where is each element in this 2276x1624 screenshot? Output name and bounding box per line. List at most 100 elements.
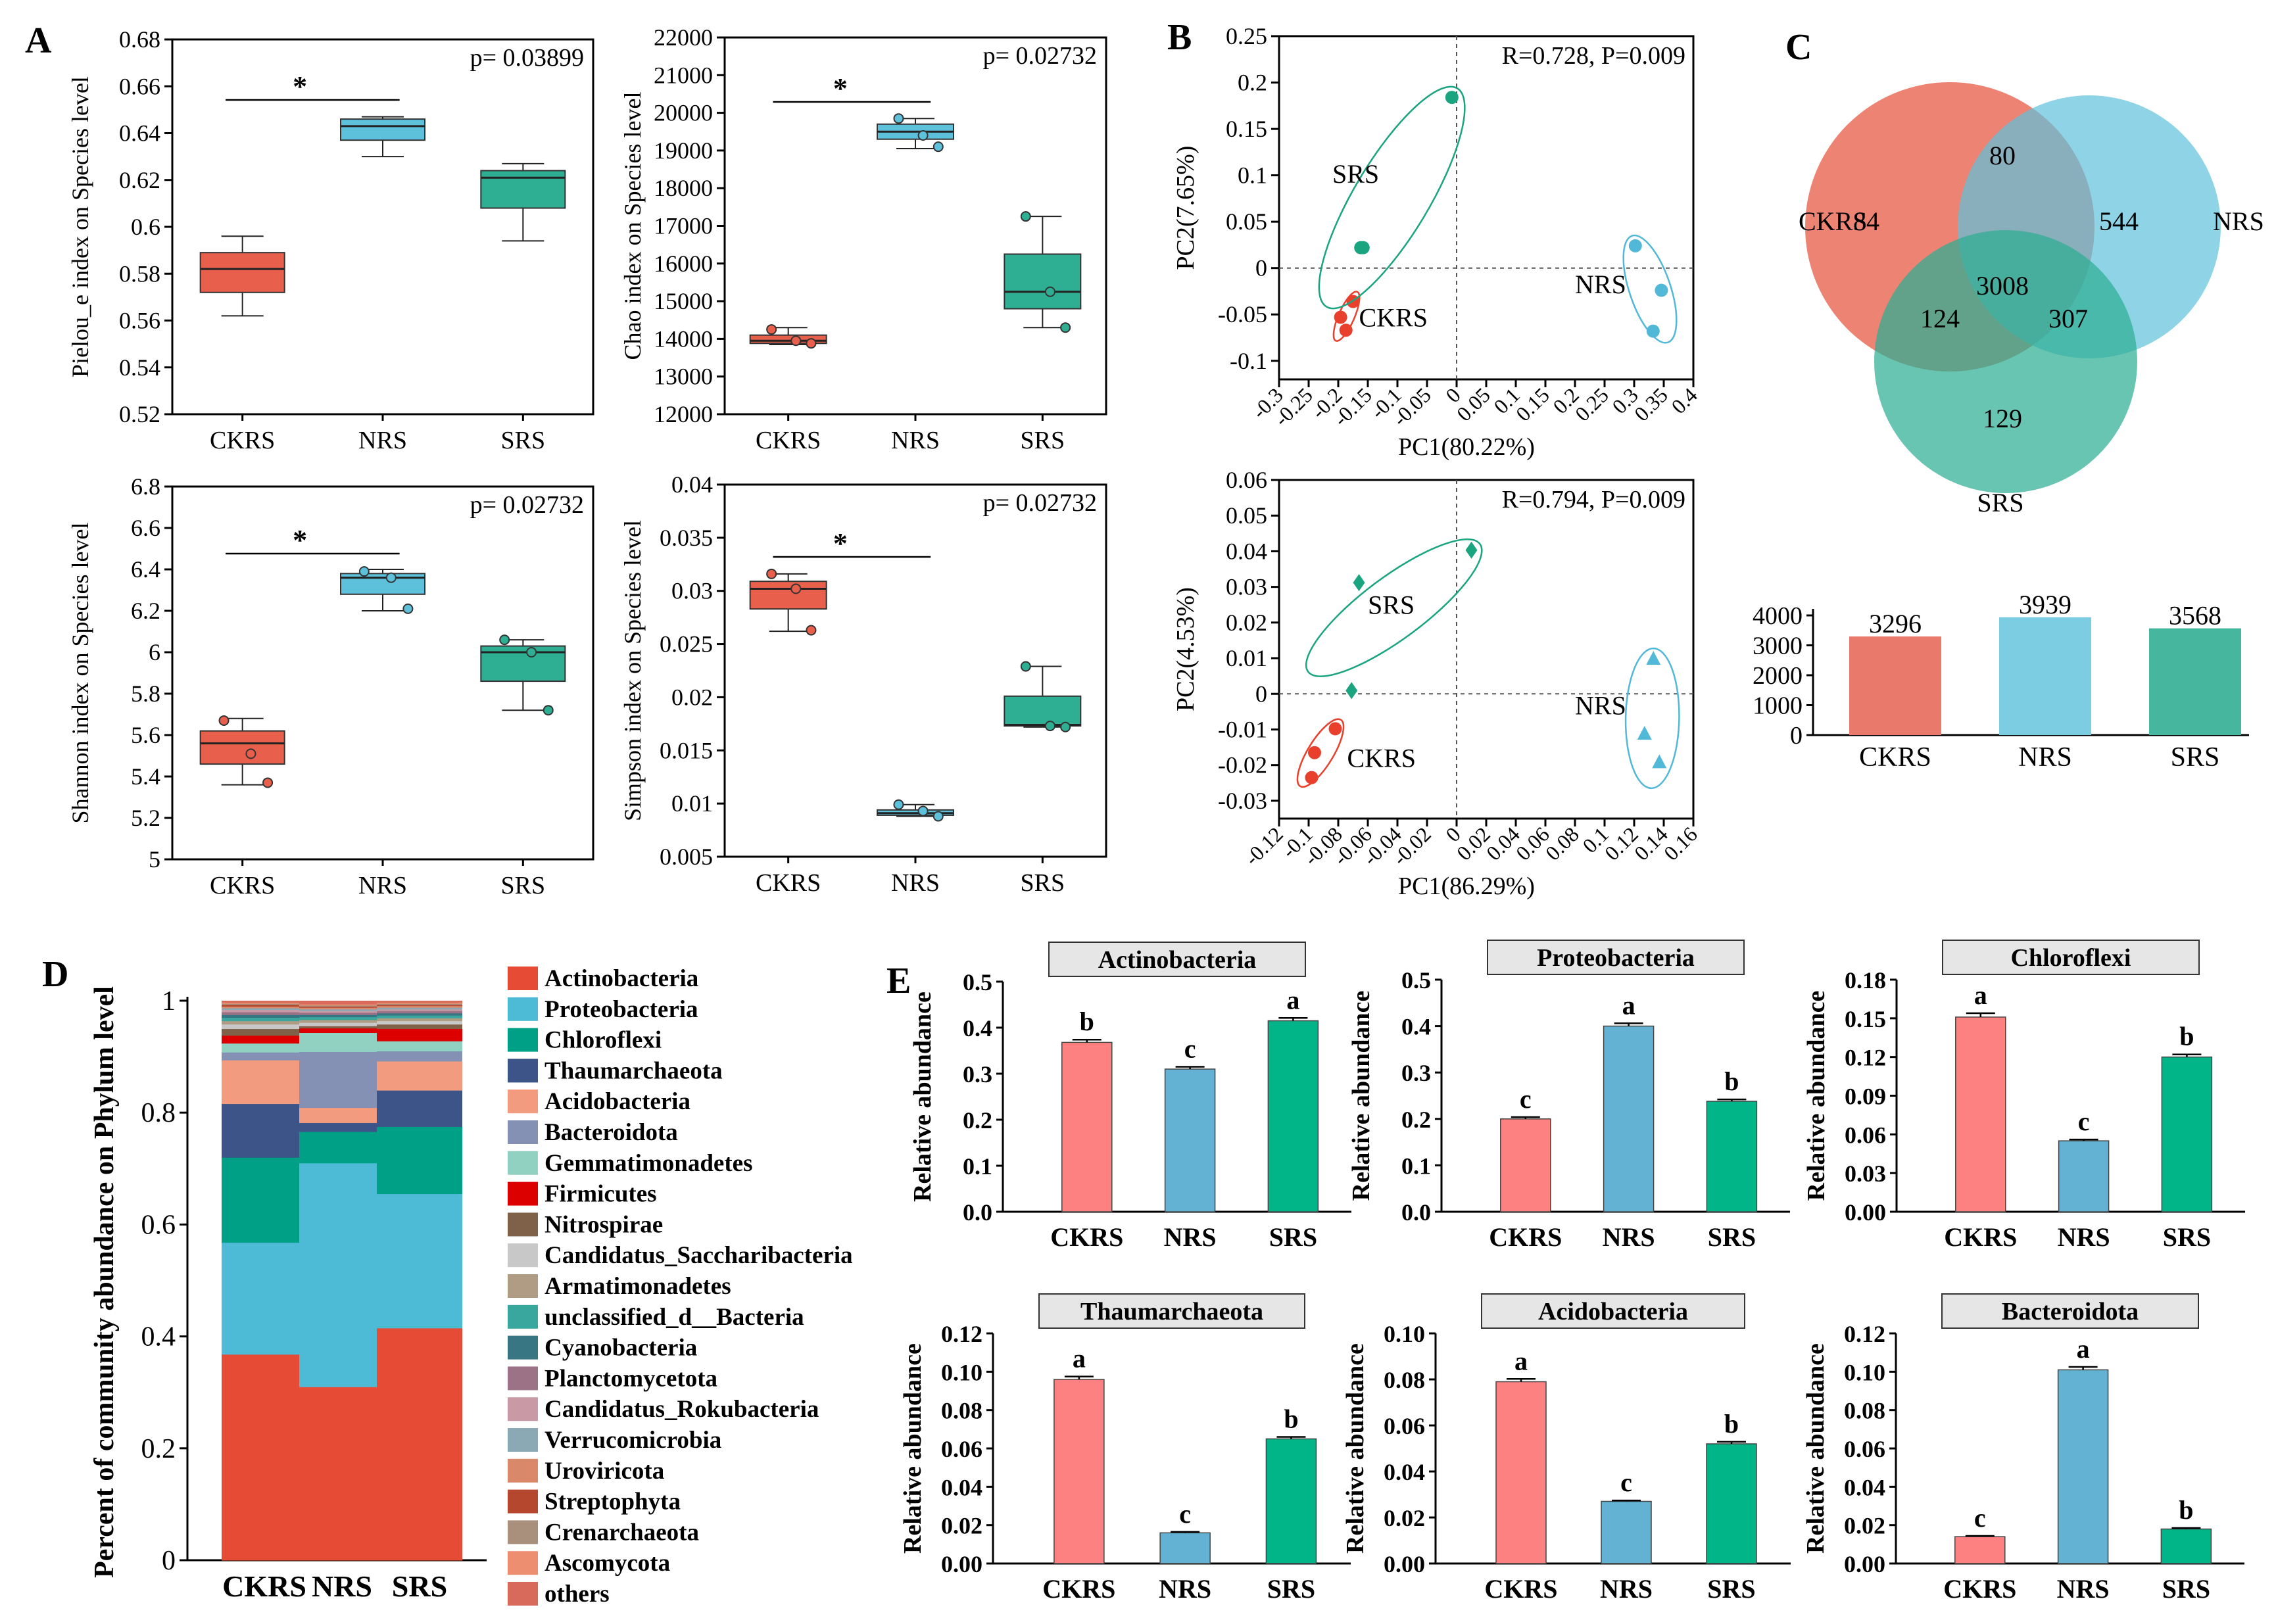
- stacked-segment: [299, 1009, 385, 1011]
- x-tick-label: NRS: [2057, 1574, 2110, 1604]
- data-point: [1353, 574, 1365, 592]
- venn-label-srs: SRS: [1977, 488, 2023, 517]
- data-point: [1044, 721, 1055, 732]
- legend-label: Gemmatimonadetes: [545, 1150, 753, 1177]
- significance-letter: b: [2179, 1495, 2193, 1525]
- group-label: CKRS: [1359, 303, 1428, 333]
- x-tick-label: 0.15: [1511, 383, 1554, 425]
- x-axis-label: PC1(80.22%): [1398, 433, 1535, 461]
- box: [1004, 695, 1082, 727]
- stacked-segment: [377, 1018, 462, 1022]
- y-tick-label: 0.00: [941, 1551, 982, 1577]
- y-tick-label: 17000: [654, 213, 713, 239]
- legend-swatch: [508, 1028, 538, 1052]
- bar: [1706, 1101, 1758, 1212]
- bar: [1500, 1118, 1551, 1212]
- x-tick-label: NRS: [891, 427, 940, 454]
- y-tick-label: 0.02: [1844, 1513, 1885, 1539]
- legend-swatch: [508, 1551, 538, 1575]
- y-tick-label: 18000: [654, 175, 713, 201]
- data-point: [1334, 310, 1347, 324]
- stacked-segment: [377, 1193, 462, 1329]
- stacked-segment: [377, 1013, 462, 1016]
- data-point: [1020, 211, 1031, 222]
- bar-value-label: 3296: [1869, 609, 1922, 638]
- y-tick-label: 1: [162, 986, 176, 1016]
- stacked-segment: [299, 1015, 385, 1018]
- y-tick-label: 0.5: [1401, 967, 1431, 993]
- y-tick-label: 6.4: [131, 556, 160, 583]
- y-tick-label: 0.64: [119, 120, 160, 147]
- legend-swatch: [508, 1520, 538, 1544]
- group-label: NRS: [1575, 691, 1626, 721]
- y-tick-label: 0.00: [1845, 1199, 1886, 1226]
- p-value: p= 0.03899: [470, 44, 584, 72]
- x-tick-label: SRS: [1269, 1222, 1317, 1252]
- legend-swatch: [508, 1304, 538, 1329]
- significance-letter: b: [1724, 1409, 1739, 1439]
- venn-count-all: 3008: [1976, 271, 2029, 300]
- stacked-segment: [377, 1001, 462, 1003]
- significance-letter: c: [1179, 1499, 1191, 1529]
- y-tick-label: 0.12: [1844, 1321, 1885, 1347]
- significance-letter: c: [1620, 1468, 1632, 1497]
- y-tick-label: 0.06: [1845, 1122, 1886, 1148]
- stacked-segment: [377, 1003, 462, 1005]
- y-tick-label: 13000: [654, 364, 713, 390]
- y-tick-label: 0.2: [963, 1107, 992, 1134]
- venn-count-nrs-srs: 307: [2048, 304, 2088, 333]
- y-axis-label: Relative abundance: [909, 991, 936, 1202]
- y-tick-label: 0.005: [660, 844, 713, 870]
- y-tick-label: 0.52: [119, 401, 160, 427]
- legend-label: Crenarchaeota: [545, 1519, 699, 1546]
- y-tick-label: 0.18: [1845, 967, 1886, 993]
- data-point: [806, 338, 817, 349]
- y-tick-label: 5: [149, 846, 160, 872]
- abundance-bar-chart-5: Acidobacteria 0.00 0.02 0.04 0.06 0.08 0.10 a CK…: [1342, 1293, 1791, 1604]
- stacked-segment: [222, 1354, 307, 1561]
- stacked-segment: [222, 1024, 307, 1030]
- x-tick-label: NRS: [358, 427, 407, 454]
- data-point: [218, 715, 230, 726]
- y-tick-label: 0.00: [1384, 1551, 1425, 1577]
- y-tick-label: 0.08: [1844, 1398, 1885, 1424]
- y-tick-label: 0.04: [941, 1474, 982, 1500]
- y-tick-label: 0.08: [1384, 1367, 1425, 1393]
- group-label: SRS: [1368, 590, 1415, 619]
- stacked-segment: [222, 1006, 307, 1009]
- y-tick-label: 0.8: [141, 1098, 176, 1128]
- stacked-segment: [299, 1032, 385, 1052]
- y-tick-label: 0.09: [1845, 1084, 1886, 1110]
- data-point: [1646, 651, 1661, 665]
- abundance-bar-chart-3: Chloroflexi 0.00 0.03 0.06 0.09 0.12 0.15 0.18 a…: [1803, 940, 2245, 1252]
- title-strip: [1942, 940, 2200, 975]
- stacked-segment: [222, 1017, 307, 1022]
- bar: [1999, 617, 2091, 735]
- x-tick-label: NRS: [1603, 1222, 1655, 1252]
- legend-label: unclassified_d__Bacteria: [545, 1304, 804, 1331]
- bar: [1955, 1016, 2006, 1212]
- stacked-segment: [377, 1024, 462, 1030]
- y-axis-label: Relative abundance: [1342, 1343, 1369, 1554]
- x-tick-label: SRS: [1021, 869, 1065, 897]
- stacked-segment: [222, 1052, 307, 1061]
- stacked-segment: [377, 1090, 462, 1127]
- y-tick-label: 0.04: [671, 471, 713, 498]
- bar: [1601, 1500, 1652, 1564]
- x-tick-label: CKRS: [756, 869, 821, 897]
- legend-label: Cyanobacteria: [545, 1335, 697, 1362]
- y-tick-label: 0.4: [1401, 1014, 1431, 1040]
- legend-swatch: [508, 1089, 538, 1114]
- stacked-segment: [299, 1007, 385, 1010]
- venn-count-nrs-only: 544: [2099, 206, 2139, 236]
- box: [480, 170, 566, 209]
- y-tick-label: 0.1: [1238, 162, 1267, 189]
- y-tick-label: 5.6: [131, 722, 160, 748]
- group-label: CKRS: [1347, 743, 1416, 773]
- data-point: [1060, 721, 1071, 732]
- y-tick-label: 16000: [654, 251, 713, 277]
- group-ellipse: [1296, 718, 1345, 788]
- y-tick-label: 0: [1255, 255, 1267, 281]
- stacked-segment: [377, 1009, 462, 1011]
- significance-letter: b: [1284, 1404, 1298, 1434]
